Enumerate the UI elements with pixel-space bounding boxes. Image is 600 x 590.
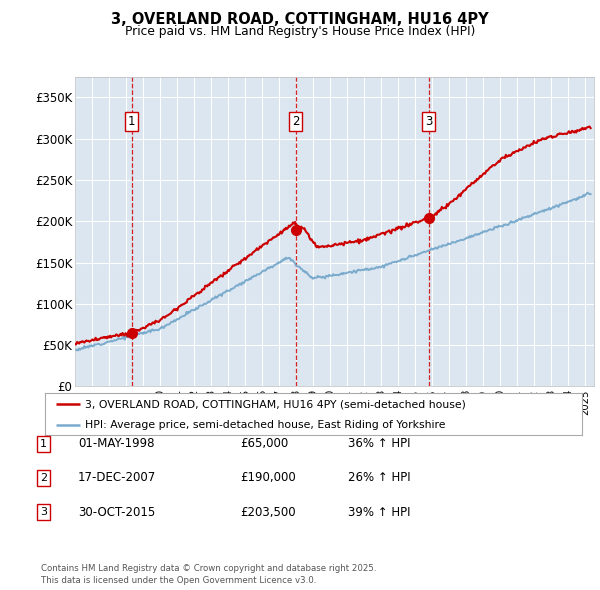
Text: 30-OCT-2015: 30-OCT-2015: [78, 506, 155, 519]
Text: £190,000: £190,000: [240, 471, 296, 484]
Text: 39% ↑ HPI: 39% ↑ HPI: [348, 506, 410, 519]
Text: 01-MAY-1998: 01-MAY-1998: [78, 437, 155, 450]
Text: 3, OVERLAND ROAD, COTTINGHAM, HU16 4PY: 3, OVERLAND ROAD, COTTINGHAM, HU16 4PY: [111, 12, 489, 27]
Text: Contains HM Land Registry data © Crown copyright and database right 2025.
This d: Contains HM Land Registry data © Crown c…: [41, 565, 376, 585]
Text: Price paid vs. HM Land Registry's House Price Index (HPI): Price paid vs. HM Land Registry's House …: [125, 25, 475, 38]
Text: 3, OVERLAND ROAD, COTTINGHAM, HU16 4PY (semi-detached house): 3, OVERLAND ROAD, COTTINGHAM, HU16 4PY (…: [85, 399, 466, 409]
Text: £203,500: £203,500: [240, 506, 296, 519]
Text: 1: 1: [40, 439, 47, 448]
Text: 3: 3: [40, 507, 47, 517]
Text: 36% ↑ HPI: 36% ↑ HPI: [348, 437, 410, 450]
Text: 1: 1: [128, 115, 136, 128]
Text: £65,000: £65,000: [240, 437, 288, 450]
Text: 3: 3: [425, 115, 433, 128]
Text: 26% ↑ HPI: 26% ↑ HPI: [348, 471, 410, 484]
Text: HPI: Average price, semi-detached house, East Riding of Yorkshire: HPI: Average price, semi-detached house,…: [85, 420, 446, 430]
Text: 2: 2: [292, 115, 299, 128]
Text: 17-DEC-2007: 17-DEC-2007: [78, 471, 156, 484]
Text: 2: 2: [40, 473, 47, 483]
